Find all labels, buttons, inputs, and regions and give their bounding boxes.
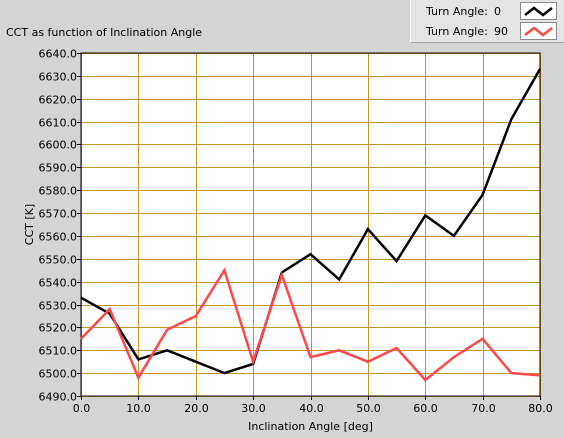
x-tick-label: 30.0	[241, 402, 266, 415]
plot-area	[80, 52, 541, 397]
y-tick-label: 6600.0	[39, 139, 78, 152]
y-tick-label: 6530.0	[39, 300, 78, 313]
x-tick-label: 10.0	[126, 402, 151, 415]
x-tick-label: 20.0	[184, 402, 209, 415]
x-tick-label: 50.0	[356, 402, 381, 415]
y-tick-label: 6560.0	[39, 231, 78, 244]
legend-swatch-icon[interactable]	[520, 2, 557, 20]
y-tick-label: 6610.0	[39, 117, 78, 130]
x-tick-label: 0.0	[73, 402, 91, 415]
chart-title: CCT as function of Inclination Angle	[6, 26, 203, 39]
y-tick-label: 6490.0	[39, 391, 78, 404]
x-tick-label: 70.0	[471, 402, 496, 415]
legend-label: Turn Angle:	[426, 25, 488, 38]
y-tick-label: 6580.0	[39, 185, 78, 198]
y-tick-label: 6620.0	[39, 94, 78, 107]
x-tick-label: 80.0	[528, 402, 553, 415]
legend-value: 90	[494, 25, 508, 38]
y-tick-label: 6640.0	[39, 48, 78, 61]
y-tick-label: 6520.0	[39, 322, 78, 335]
y-tick-label: 6550.0	[39, 254, 78, 267]
y-tick-label: 6630.0	[39, 71, 78, 84]
y-axis-label: CCT [K]	[23, 204, 36, 245]
plot-frame	[80, 52, 541, 397]
series-line-turn-angle-90	[80, 267, 541, 382]
legend-value: 0	[494, 5, 501, 18]
y-tick-label: 6510.0	[39, 345, 78, 358]
legend-entry-turn-angle-0: Turn Angle: 0	[415, 2, 561, 21]
legend-entry-turn-angle-90: Turn Angle: 90	[415, 22, 561, 41]
y-tick-label: 6540.0	[39, 277, 78, 290]
legend-label: Turn Angle:	[426, 5, 488, 18]
x-axis-label: Inclination Angle [deg]	[248, 420, 373, 433]
legend-swatch-icon[interactable]	[520, 22, 557, 40]
y-tick-label: 6500.0	[39, 368, 78, 381]
series-line-turn-angle-0	[80, 68, 542, 375]
y-tick-label: 6590.0	[39, 162, 78, 175]
x-tick-label: 60.0	[413, 402, 438, 415]
legend: Turn Angle: 0 Turn Angle: 90	[410, 0, 564, 43]
x-tick-label: 40.0	[299, 402, 324, 415]
y-tick-label: 6570.0	[39, 208, 78, 221]
